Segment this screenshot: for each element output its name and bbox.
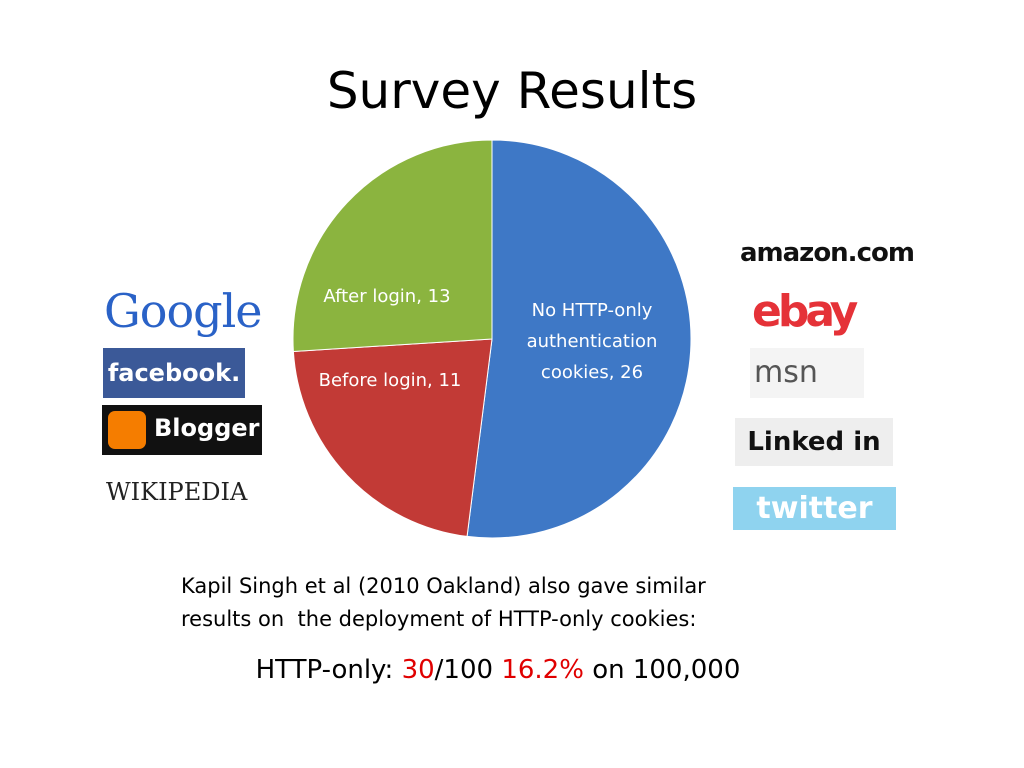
stat-count: 30 [401,655,435,685]
pie-slice [292,338,493,537]
slice-label: After login, 13 [323,286,451,307]
logo-twitter: twitter [733,487,896,530]
logo-blogger: Blogger [154,414,260,442]
logo-wikipedia: WIKIPEDIA [106,478,248,506]
note-line: results on the deployment of HTTP-only c… [181,607,697,631]
pie-slice [292,139,493,353]
logo-msn: msn [750,348,864,398]
slice-label: No HTTP-only authentication cookies, 26 [526,300,658,383]
logo-linkedin: Linked in [735,418,893,466]
logo-blogger-box: Blogger [102,405,262,455]
logo-facebook: facebook. [103,348,245,398]
pie-slice [466,139,692,539]
blogger-icon [108,411,146,449]
note-line: Kapil Singh et al (2010 Oakland) also ga… [181,574,706,598]
slide-title: Survey Results [326,62,698,120]
logo-amazon: amazon.com [740,238,915,268]
logo-google: Google [104,284,263,338]
slice-label: Before login, 11 [318,370,462,391]
logo-ebay: ebay [752,286,858,337]
stat-percent: 16.2% [501,655,584,685]
stat-rest: /100 [434,655,502,685]
stat-line: HTTP-only: 30/100 16.2% on 100,000 [0,655,996,685]
stat-suffix: on 100,000 [583,655,741,685]
stat-prefix: HTTP-only: [255,655,402,685]
